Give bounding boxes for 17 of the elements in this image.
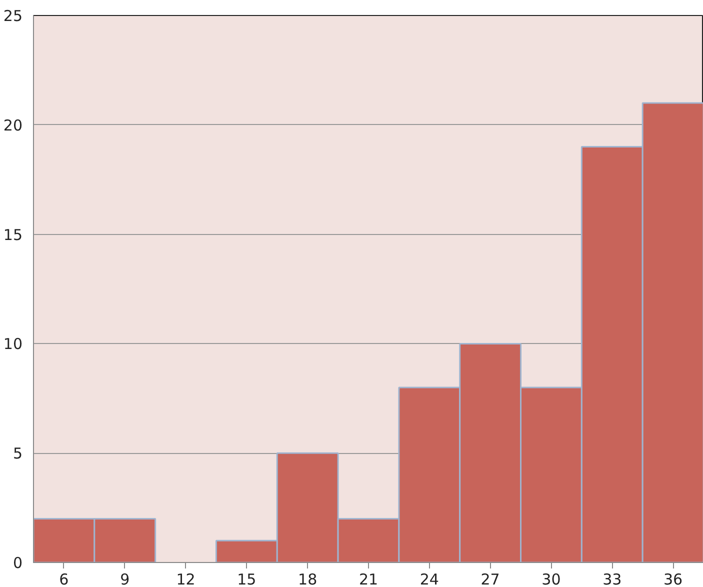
y-tick-label: 20 [3, 116, 23, 134]
x-tick-label: 18 [298, 570, 318, 587]
x-tick-label: 9 [120, 570, 130, 587]
y-tick-label: 25 [3, 7, 23, 25]
y-tick-label: 5 [12, 444, 23, 463]
x-tick-label: 36 [664, 570, 683, 587]
x-tick-label: 24 [420, 570, 439, 587]
y-tick-label: 10 [3, 335, 23, 354]
x-tick-label: 30 [542, 570, 561, 587]
x-tick-label: 21 [358, 570, 378, 587]
x-tick-label: 15 [237, 570, 256, 587]
y-tick-label: 0 [12, 554, 23, 572]
x-tick-label: 12 [176, 570, 196, 587]
x-tick-label: 27 [480, 570, 500, 587]
x-tick-label: 6 [59, 570, 69, 587]
x-tick-label: 33 [602, 570, 622, 587]
y-tick-label: 15 [3, 226, 23, 244]
